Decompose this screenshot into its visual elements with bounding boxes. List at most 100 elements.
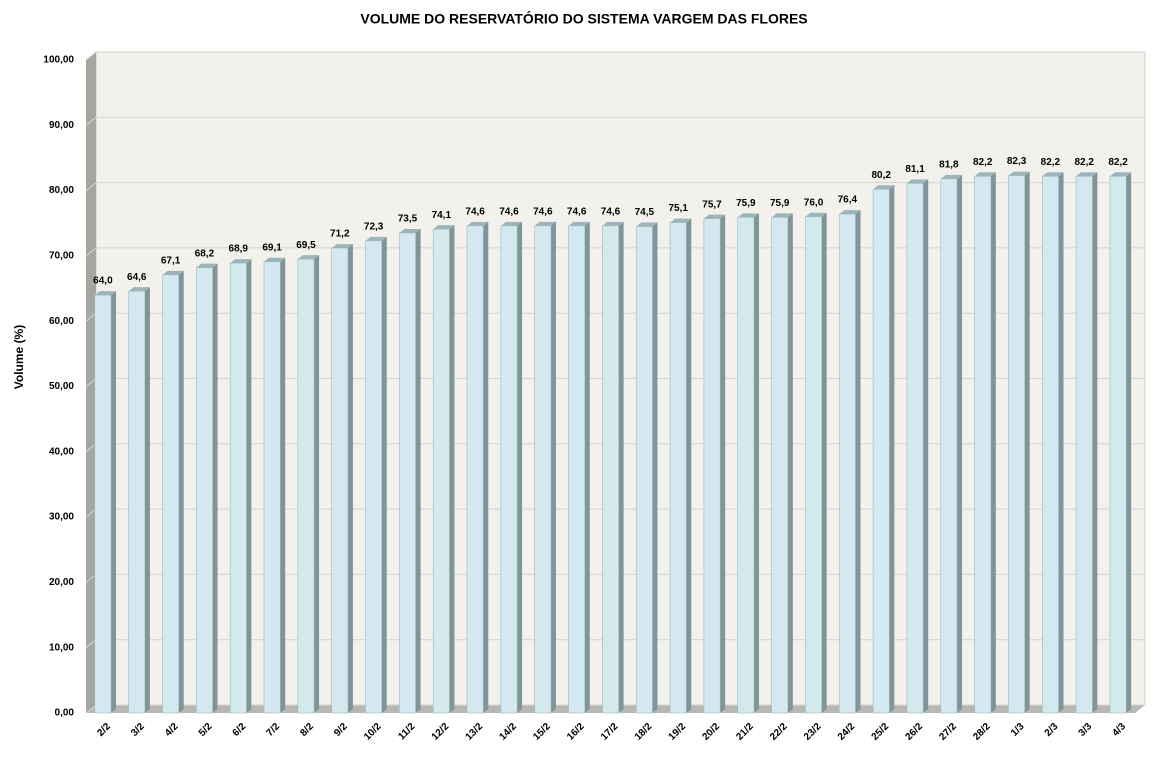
bar	[432, 228, 450, 714]
grid-line-side	[85, 312, 97, 322]
value-label: 68,9	[229, 244, 249, 255]
bar-side	[1058, 172, 1064, 713]
bar-top	[162, 270, 184, 275]
bar-top	[399, 229, 421, 234]
y-tick-label: 100,00	[43, 55, 74, 66]
bar-side	[990, 172, 996, 713]
grid-line-side	[85, 51, 97, 61]
bar-top	[1042, 172, 1064, 177]
value-label: 82,2	[1108, 157, 1128, 168]
y-tick-label: 10,00	[49, 642, 74, 653]
bar-side	[111, 291, 117, 713]
bar-top	[1109, 172, 1132, 177]
bar	[365, 240, 383, 714]
y-tick-label: 80,00	[49, 185, 74, 196]
bar	[1075, 175, 1093, 714]
bar-side	[246, 259, 252, 713]
value-label: 64,0	[93, 276, 113, 287]
bar	[196, 267, 213, 714]
bar-top	[636, 222, 658, 227]
bar-top	[263, 257, 286, 262]
bar-side	[618, 221, 624, 713]
value-label: 67,1	[161, 255, 181, 266]
bar-top	[805, 212, 827, 217]
bar	[602, 225, 619, 714]
bar-top	[94, 291, 117, 296]
grid-line-side	[85, 639, 97, 649]
bar-side	[178, 270, 184, 713]
bar-side	[314, 255, 320, 714]
bar-side	[1092, 172, 1098, 713]
grid-line-side	[85, 247, 97, 257]
value-label: 75,9	[736, 198, 756, 209]
y-tick-label: 60,00	[49, 316, 74, 327]
bar-top	[940, 174, 963, 179]
y-tick-label: 70,00	[49, 251, 74, 262]
bar	[974, 175, 992, 714]
bar-top	[534, 221, 556, 226]
value-label: 82,2	[1041, 157, 1061, 168]
value-label: 74,6	[567, 207, 587, 218]
bar-side	[652, 222, 658, 713]
bar-top	[1008, 171, 1030, 176]
value-label: 81,8	[939, 159, 959, 170]
value-label: 74,1	[432, 210, 452, 221]
bar-side	[889, 185, 895, 713]
bar-top	[974, 172, 996, 177]
bar-top	[365, 236, 387, 241]
bar-top	[703, 214, 726, 219]
value-label: 74,6	[499, 207, 519, 218]
bar-top	[230, 259, 252, 264]
value-label: 69,5	[296, 240, 316, 251]
value-label: 75,9	[770, 198, 790, 209]
value-label: 82,3	[1007, 156, 1027, 167]
bar-side	[212, 263, 218, 713]
bar	[1008, 175, 1025, 714]
bar-side	[347, 244, 353, 713]
bar-side	[753, 213, 759, 714]
bar-side	[1126, 172, 1132, 713]
value-label: 72,3	[364, 222, 384, 233]
bar-top	[331, 244, 353, 249]
chart-title: VOLUME DO RESERVATÓRIO DO SISTEMA VARGEM…	[360, 10, 807, 27]
bar	[906, 183, 924, 714]
bar-side	[415, 229, 421, 714]
bar-top	[128, 287, 150, 292]
bar	[399, 232, 416, 714]
bar-top	[670, 218, 692, 223]
bar	[1041, 175, 1059, 714]
grid-line-side	[85, 704, 97, 714]
bar-top	[602, 221, 624, 226]
value-label: 68,2	[195, 248, 215, 259]
value-label: 75,7	[702, 199, 722, 210]
value-label: 74,6	[533, 207, 553, 218]
bar	[635, 226, 653, 714]
bar	[162, 274, 180, 714]
bar	[500, 225, 518, 714]
bar	[737, 217, 755, 714]
bar-top	[196, 263, 218, 268]
bar-top	[906, 179, 929, 184]
bar-side	[144, 287, 150, 713]
y-tick-label: 40,00	[49, 446, 74, 457]
bar	[568, 225, 586, 714]
bar	[229, 262, 247, 714]
bar	[263, 261, 281, 714]
bar	[940, 178, 958, 714]
bar-side	[957, 174, 963, 713]
bar	[1109, 175, 1127, 714]
bar	[297, 258, 315, 714]
bar-side	[855, 210, 861, 713]
value-label: 74,5	[635, 207, 655, 218]
grid-line-side	[85, 508, 97, 518]
bar-side	[381, 236, 387, 714]
value-label: 64,6	[127, 272, 147, 283]
value-label: 76,0	[804, 197, 824, 208]
y-tick-label: 30,00	[49, 512, 74, 523]
bar-side	[686, 218, 692, 714]
bar-side	[550, 221, 556, 713]
bar-top	[467, 221, 489, 226]
value-label: 82,2	[973, 157, 993, 168]
bar-top	[839, 210, 861, 215]
